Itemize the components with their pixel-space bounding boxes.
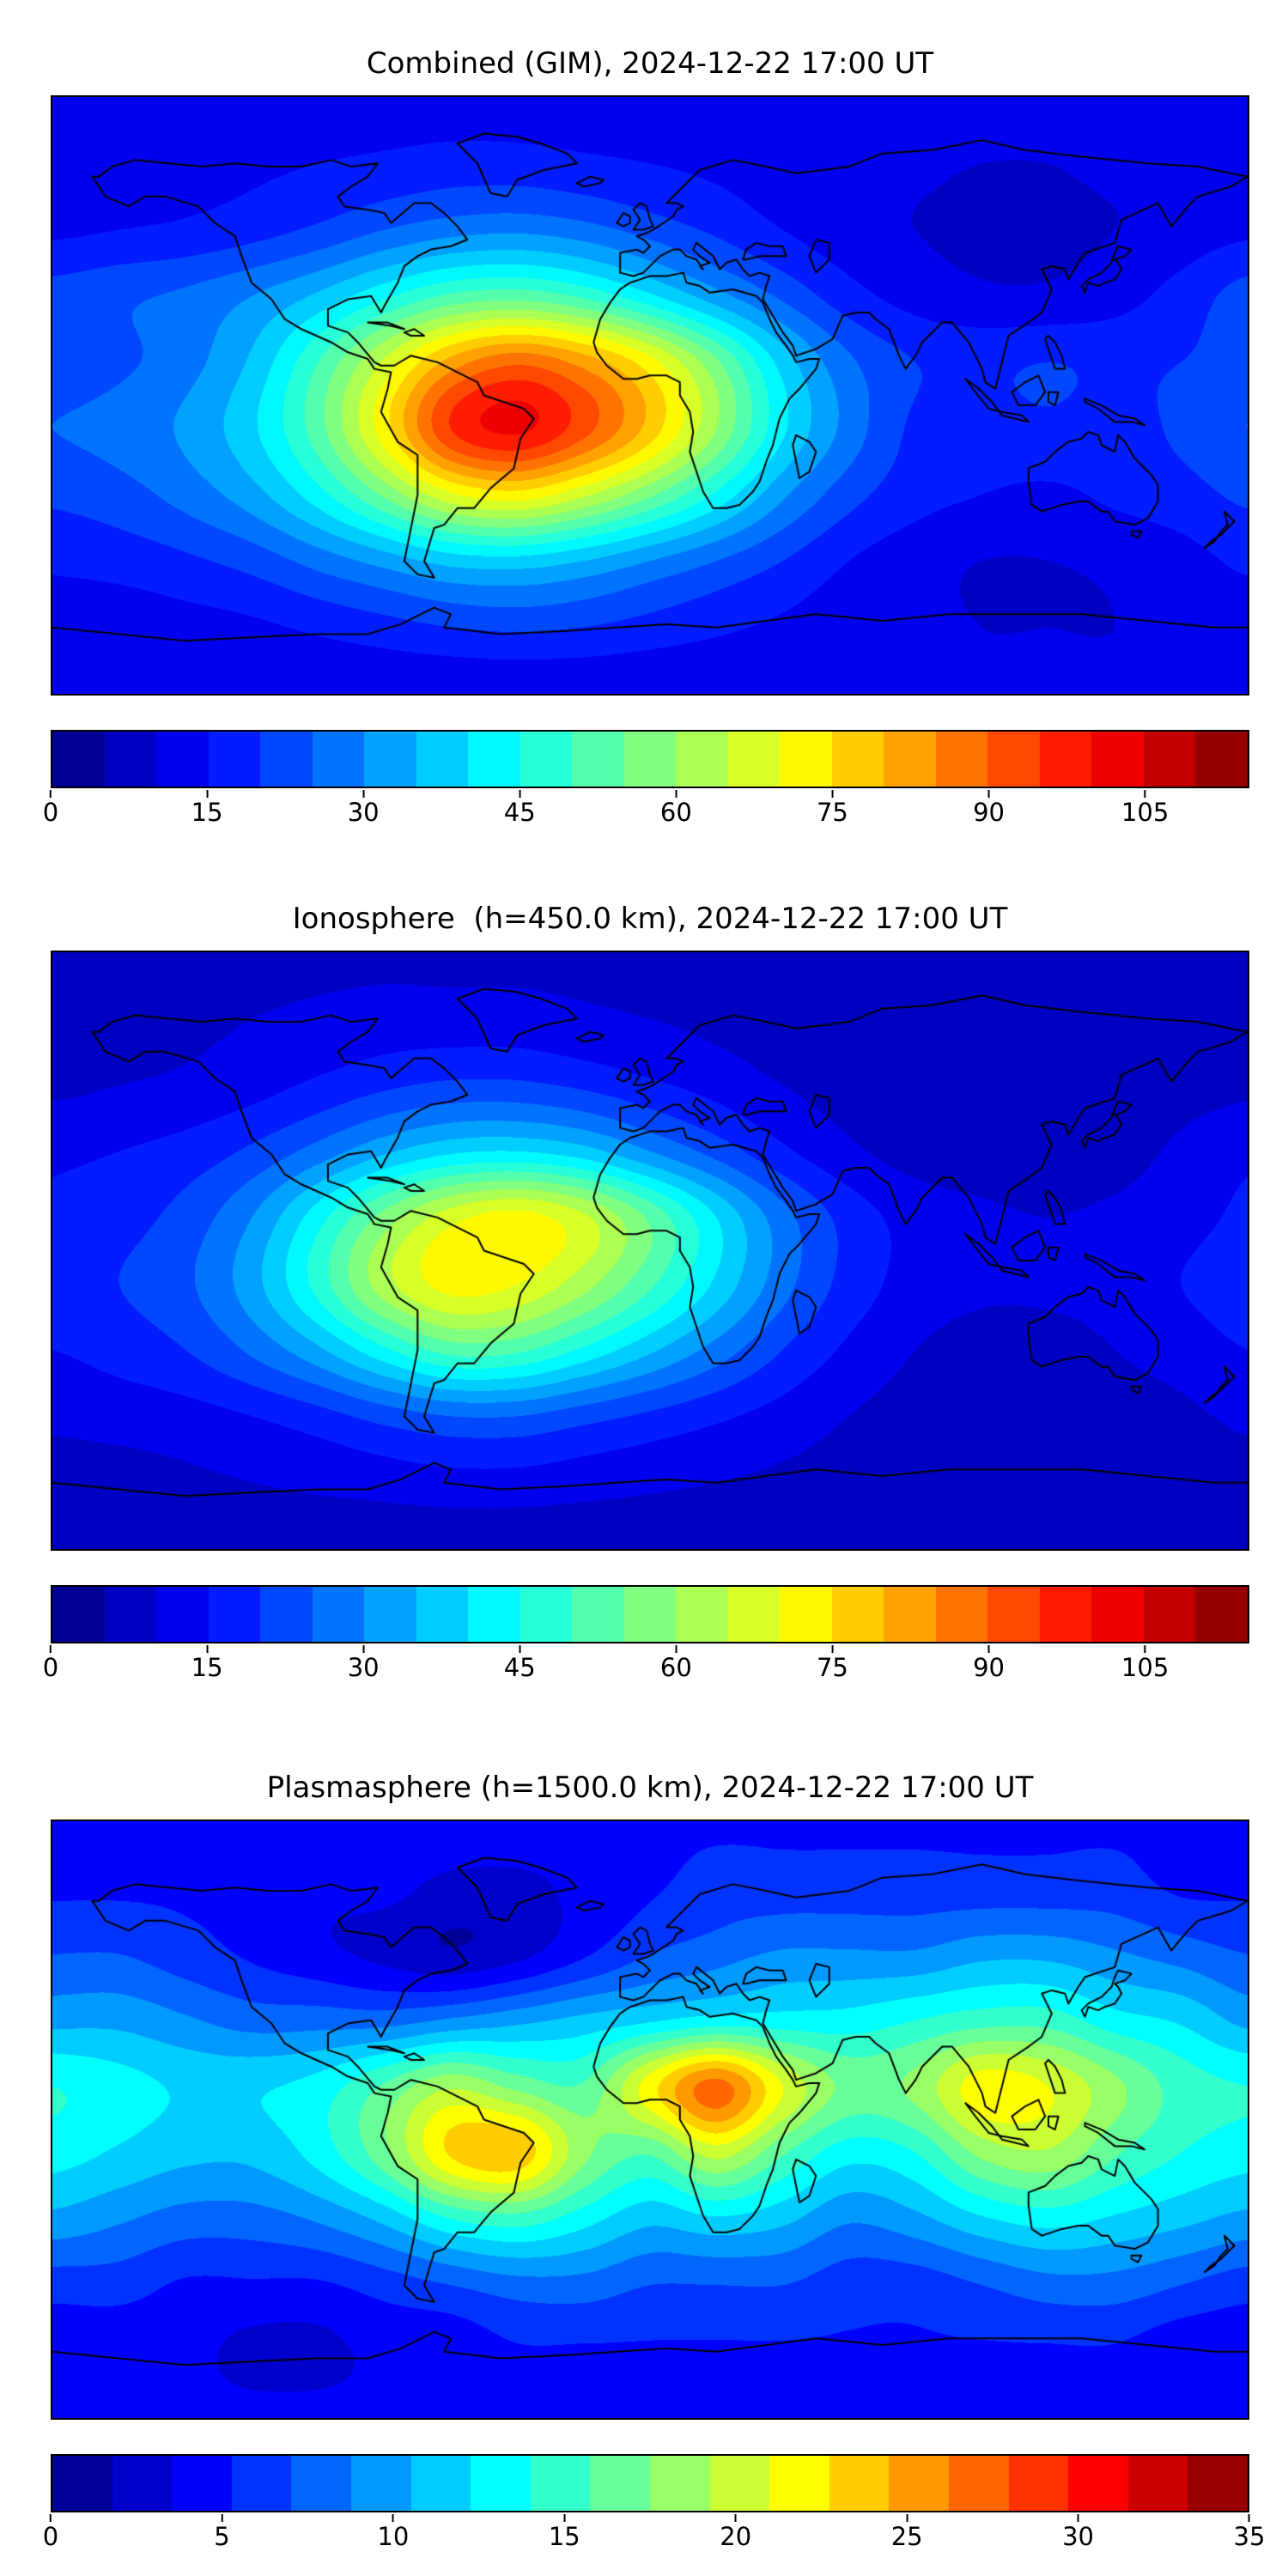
tick-mark (49, 790, 52, 798)
tec-map-canvas (52, 952, 1248, 1549)
panel-title: Combined (GIM), 2024-12-22 17:00 UT (366, 46, 934, 81)
tick-mark (1249, 2514, 1250, 2522)
tick-label: 15 (191, 798, 223, 827)
colorbar-tick: 15 (191, 1645, 223, 1682)
tick-mark (987, 1645, 990, 1653)
tick-label: 35 (1233, 2522, 1266, 2551)
tick-mark (519, 790, 521, 798)
tick-mark (519, 1645, 521, 1653)
tec-map-canvas (52, 1821, 1248, 2418)
tick-label: 10 (377, 2522, 410, 2551)
tick-label: 0 (42, 2522, 59, 2551)
tick-mark (362, 1645, 365, 1653)
tick-mark (734, 2514, 737, 2522)
tick-mark (1144, 1645, 1146, 1653)
tick-label: 30 (1062, 2522, 1095, 2551)
colorbar-tick: 90 (973, 790, 1005, 827)
tick-label: 105 (1121, 798, 1170, 827)
tick-mark (563, 2514, 566, 2522)
colorbar-tick: 0 (43, 1645, 58, 1682)
colorbar-tick: 45 (504, 1645, 536, 1682)
tick-label: 15 (548, 2522, 580, 2551)
tick-label: 90 (973, 798, 1005, 827)
tick-label: 30 (347, 1653, 380, 1682)
colorbar-tick: 30 (348, 790, 380, 827)
tick-mark (987, 790, 990, 798)
colorbar-tick: 0 (43, 2514, 58, 2551)
colorbar-frame (51, 730, 1249, 788)
colorbar-tick: 20 (720, 2514, 751, 2551)
tick-label: 60 (659, 1653, 692, 1682)
tick-label: 90 (973, 1653, 1005, 1682)
colorbar-tick: 60 (660, 790, 692, 827)
colorbar-tick: 15 (549, 2514, 580, 2551)
tick-mark (831, 1645, 834, 1653)
colorbar-frame (51, 2454, 1249, 2512)
colorbar-tick: 75 (817, 790, 848, 827)
colorbar-tick-labels: 0 5 10 15 20 25 30 35 (43, 2514, 1265, 2555)
tick-label: 20 (720, 2522, 752, 2551)
map-frame (51, 1820, 1249, 2420)
colorbar-tick: 25 (891, 2514, 923, 2551)
colorbar-tick: 15 (191, 790, 223, 827)
tec-map-canvas (52, 97, 1248, 694)
tick-label: 45 (503, 798, 536, 827)
colorbar-tick: 105 (1121, 790, 1169, 827)
tick-label: 75 (816, 1653, 848, 1682)
tick-mark (831, 790, 834, 798)
tick-label: 45 (503, 1653, 536, 1682)
tick-label: 60 (659, 798, 692, 827)
tick-label: 0 (42, 1653, 59, 1682)
tick-mark (1144, 790, 1146, 798)
tick-mark (1077, 2514, 1079, 2522)
colorbar-tick: 45 (504, 790, 536, 827)
tick-label: 0 (42, 798, 59, 827)
tick-mark (362, 790, 365, 798)
panel-title: Plasmasphere (h=1500.0 km), 2024-12-22 1… (266, 1771, 1034, 1805)
tick-label: 5 (214, 2522, 230, 2551)
tick-mark (675, 1645, 677, 1653)
tick-mark (49, 1645, 52, 1653)
colorbar-tick: 5 (214, 2514, 230, 2551)
colorbar-tick: 105 (1121, 1645, 1169, 1682)
panel-ionosphere: Ionosphere (h=450.0 km), 2024-12-22 17:0… (43, 900, 1249, 1686)
tick-label: 105 (1121, 1653, 1170, 1682)
tick-label: 15 (191, 1653, 223, 1682)
tick-mark (906, 2514, 908, 2522)
map-frame (51, 95, 1249, 696)
colorbar-tick: 0 (43, 790, 58, 827)
tick-mark (221, 2514, 223, 2522)
colorbar-canvas (52, 732, 1248, 787)
colorbar-tick: 30 (1062, 2514, 1094, 2551)
panel-plasmasphere: Plasmasphere (h=1500.0 km), 2024-12-22 1… (43, 1769, 1266, 2555)
colorbar-frame (51, 1585, 1249, 1643)
tick-mark (49, 2514, 52, 2522)
tick-label: 75 (816, 798, 848, 827)
colorbar-canvas (52, 2456, 1248, 2511)
panel-combined-gim: Combined (GIM), 2024-12-22 17:00 UT 0 15 3… (43, 45, 1249, 831)
tick-label: 25 (890, 2522, 923, 2551)
colorbar-canvas (52, 1587, 1248, 1642)
panel-title: Ionosphere (h=450.0 km), 2024-12-22 17:0… (292, 902, 1008, 936)
colorbar-tick: 30 (348, 1645, 380, 1682)
tick-mark (392, 2514, 394, 2522)
colorbar-tick: 75 (817, 1645, 848, 1682)
tick-mark (675, 790, 677, 798)
tick-mark (206, 1645, 209, 1653)
colorbar-tick-labels: 0 15 30 45 60 75 90 105 (43, 1645, 1249, 1686)
tick-label: 30 (347, 798, 380, 827)
colorbar-tick: 60 (660, 1645, 692, 1682)
colorbar-tick: 10 (377, 2514, 409, 2551)
colorbar-tick: 35 (1233, 2514, 1266, 2551)
colorbar-tick: 90 (973, 1645, 1005, 1682)
tick-mark (206, 790, 209, 798)
map-frame (51, 951, 1249, 1551)
colorbar-tick-labels: 0 15 30 45 60 75 90 105 (43, 790, 1249, 831)
